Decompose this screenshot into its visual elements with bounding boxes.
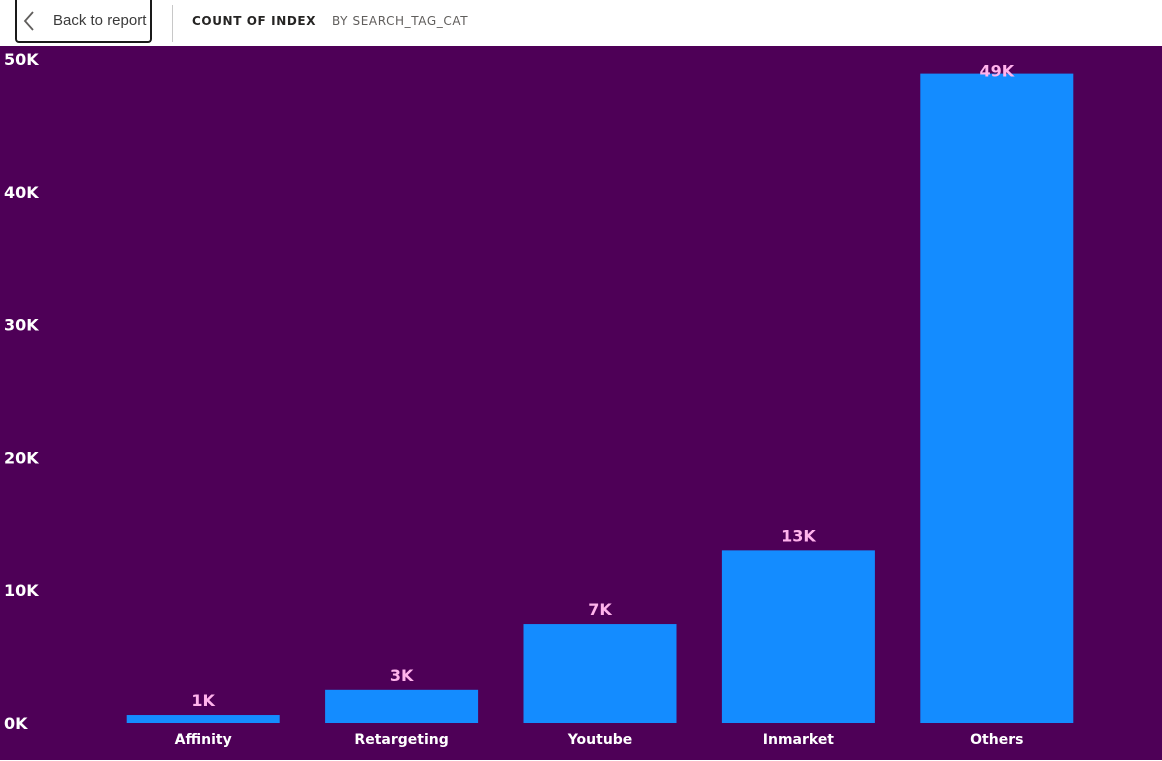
bar-inmarket bbox=[721, 550, 875, 723]
x-tick-label: Retargeting bbox=[354, 732, 448, 748]
chevron-left-icon bbox=[23, 11, 34, 31]
bar-youtube bbox=[523, 624, 677, 723]
data-label: 3K bbox=[390, 666, 414, 685]
visual-title: COUNT OF INDEX bbox=[192, 14, 317, 28]
y-tick-label: 20K bbox=[4, 448, 39, 467]
x-tick-label: Inmarket bbox=[763, 732, 835, 748]
bar-affinity bbox=[126, 715, 280, 723]
x-tick-label: Others bbox=[970, 732, 1023, 748]
data-label: 13K bbox=[781, 526, 816, 545]
bar-retargeting bbox=[325, 689, 479, 723]
y-tick-label: 0K bbox=[4, 714, 28, 733]
x-tick-label: Youtube bbox=[567, 732, 633, 748]
header-divider bbox=[172, 5, 173, 42]
x-tick-label: Affinity bbox=[175, 732, 232, 748]
y-tick-label: 50K bbox=[4, 50, 39, 69]
bar-others bbox=[920, 73, 1074, 723]
bar-chart: 0K 10K 20K 30K 40K 50K 1K Affinity 3K Retargeting… bbox=[4, 50, 1074, 748]
data-label: 1K bbox=[191, 691, 215, 710]
y-tick-label: 10K bbox=[4, 581, 39, 600]
y-tick-label: 40K bbox=[4, 183, 39, 202]
chart-area: 0K 10K 20K 30K 40K 50K 1K Affinity 3K Retargeting… bbox=[0, 46, 1162, 760]
back-to-report-button[interactable]: Back to report bbox=[15, 0, 152, 43]
back-to-report-label: Back to report bbox=[53, 12, 147, 29]
data-label: 7K bbox=[588, 600, 612, 619]
header-bar: Back to report COUNT OF INDEX BY SEARCH_… bbox=[0, 0, 1162, 46]
visual-subtitle: BY SEARCH_TAG_CAT bbox=[332, 14, 469, 28]
data-label: 49K bbox=[979, 62, 1014, 81]
y-tick-label: 30K bbox=[4, 316, 39, 335]
